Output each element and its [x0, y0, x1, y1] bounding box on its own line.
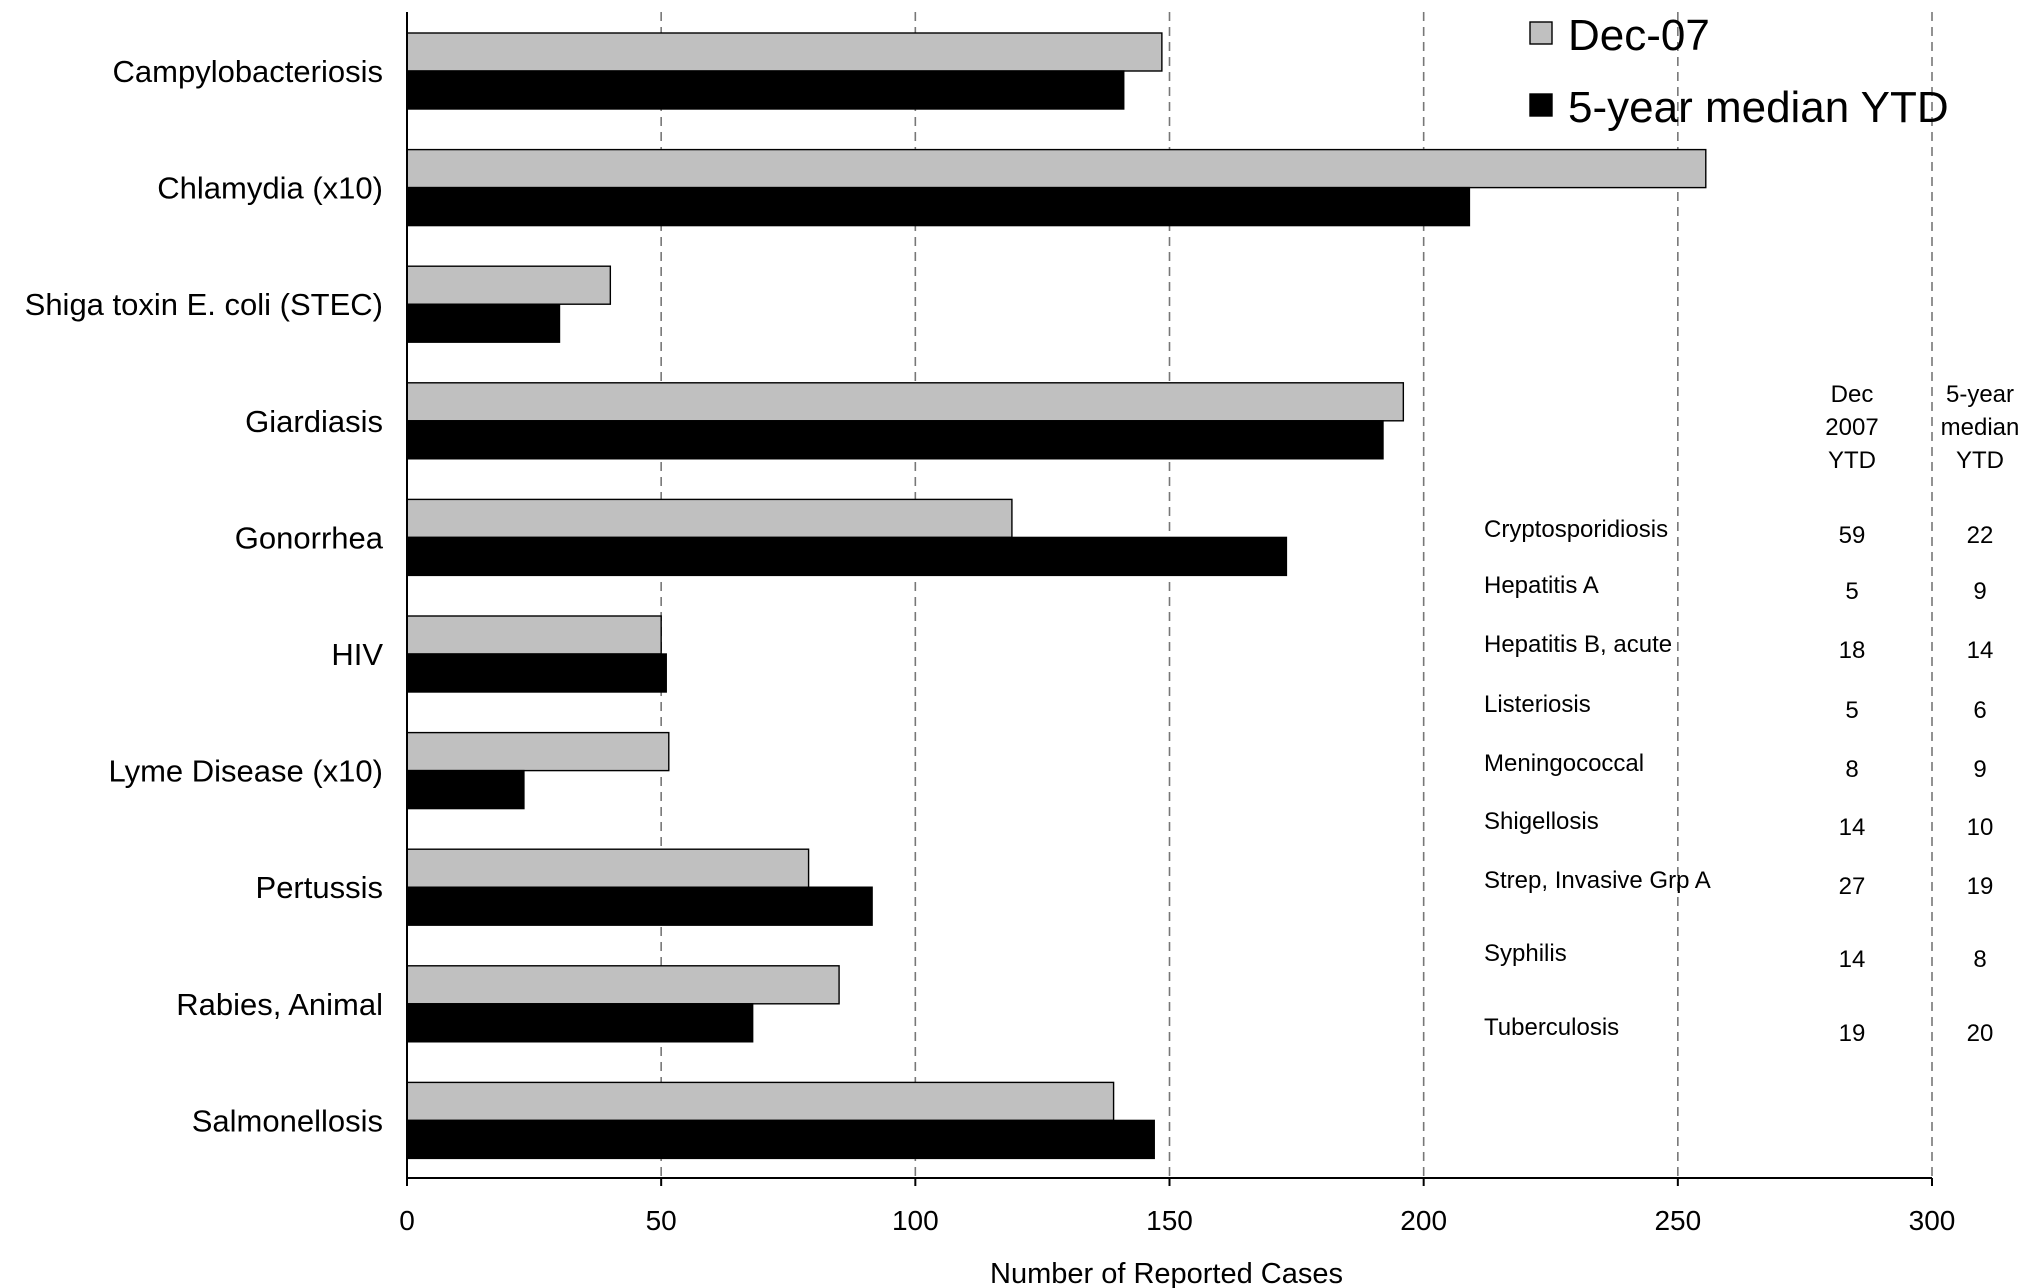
bar-dec07-2 — [406, 265, 612, 305]
table-row-median: 9 — [1973, 756, 1986, 783]
table-row-name: Meningococcal — [1484, 750, 1644, 777]
bar-median-8 — [406, 1003, 754, 1043]
category-label: Chlamydia (x10) — [157, 171, 383, 206]
table-header-dec: Dec — [1831, 381, 1874, 408]
category-label: Lyme Disease (x10) — [108, 754, 383, 789]
bar-median-4 — [406, 536, 1288, 577]
table-row-name: Listeriosis — [1484, 691, 1591, 718]
table-row-name: Shigellosis — [1484, 808, 1599, 835]
bar-median-0 — [406, 70, 1125, 110]
bar-dec07-4 — [406, 498, 1013, 539]
x-tick-label: 150 — [1146, 1205, 1193, 1236]
table-row-dec: 5 — [1845, 697, 1858, 724]
category-label: Rabies, Animal — [176, 987, 383, 1022]
table-row-dec: 14 — [1839, 814, 1866, 841]
bar-dec07-6 — [406, 731, 670, 772]
table-header-median: 5-year — [1946, 381, 2014, 408]
legend-label-1: 5-year median YTD — [1568, 83, 1949, 132]
bar-median-7 — [406, 886, 873, 926]
table-row-median: 10 — [1967, 814, 1994, 841]
legend-swatch-1 — [1529, 93, 1553, 117]
table-header-dec: 2007 — [1825, 414, 1878, 441]
category-label: HIV — [331, 637, 383, 672]
bar-dec07-7 — [406, 848, 810, 888]
table-row-dec: 59 — [1839, 522, 1866, 549]
table-header-median: YTD — [1956, 447, 2004, 474]
table-row-dec: 8 — [1845, 756, 1858, 783]
x-tick-label: 200 — [1400, 1205, 1447, 1236]
x-tick-label: 300 — [1909, 1205, 1956, 1236]
bar-median-5 — [406, 653, 667, 693]
x-tick-label: 250 — [1654, 1205, 1701, 1236]
table-row-dec: 5 — [1845, 578, 1858, 605]
table-row-dec: 27 — [1839, 873, 1866, 900]
category-label: Salmonellosis — [192, 1103, 383, 1138]
x-tick-label: 50 — [646, 1205, 677, 1236]
table-row-median: 6 — [1973, 697, 1986, 724]
table-row-dec: 18 — [1839, 637, 1866, 664]
x-tick-label: 100 — [892, 1205, 939, 1236]
table-row-dec: 14 — [1839, 946, 1866, 973]
x-axis-title: Number of Reported Cases — [990, 1258, 1343, 1288]
category-label: Pertussis — [256, 870, 383, 905]
category-label: Shiga toxin E. coli (STEC) — [25, 287, 383, 322]
table-row-dec: 19 — [1839, 1020, 1866, 1047]
table-row-name: Hepatitis A — [1484, 572, 1599, 599]
table-row-median: 9 — [1973, 578, 1986, 605]
table-row-name: Syphilis — [1484, 940, 1567, 967]
table-row-name: Tuberculosis — [1484, 1014, 1619, 1041]
table-header-dec: YTD — [1828, 447, 1876, 474]
table-header-median: median — [1941, 414, 2020, 441]
bar-dec07-8 — [406, 965, 840, 1005]
bar-median-6 — [406, 769, 525, 810]
bar-dec07-1 — [406, 148, 1707, 189]
bar-dec07-5 — [406, 615, 662, 655]
table-row-name: Strep, Invasive Grp A — [1484, 867, 1711, 894]
bar-median-1 — [406, 186, 1471, 227]
table-row-median: 19 — [1967, 873, 1994, 900]
table-row-median: 8 — [1973, 946, 1986, 973]
table-row-median: 14 — [1967, 637, 1994, 664]
x-tick-label: 0 — [399, 1205, 415, 1236]
bar-median-2 — [406, 303, 561, 343]
legend-swatch-0 — [1529, 21, 1553, 45]
bar-median-9 — [406, 1119, 1155, 1160]
bar-dec07-3 — [406, 382, 1405, 422]
category-label: Gonorrhea — [235, 520, 384, 555]
bar-median-3 — [406, 420, 1384, 460]
bar-dec07-0 — [406, 32, 1163, 72]
table-row-median: 22 — [1967, 522, 1994, 549]
category-label: Giardiasis — [245, 404, 383, 439]
table-row-name: Cryptosporidiosis — [1484, 516, 1668, 543]
legend-label-0: Dec-07 — [1568, 11, 1710, 60]
category-label: Campylobacteriosis — [113, 54, 384, 89]
table-row-name: Hepatitis B, acute — [1484, 631, 1672, 658]
bar-dec07-9 — [406, 1081, 1115, 1122]
table-row-median: 20 — [1967, 1020, 1994, 1047]
